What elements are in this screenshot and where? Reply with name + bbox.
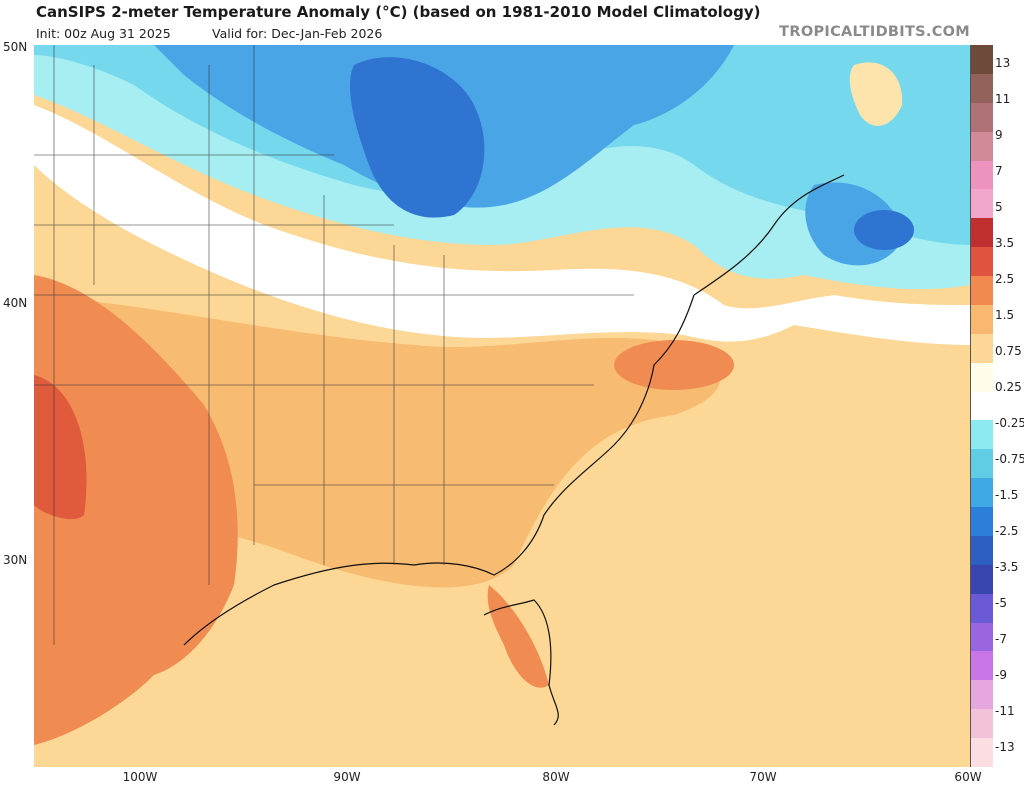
colorbar-swatch: [971, 333, 993, 363]
lon-label-60w: 60W: [954, 770, 982, 784]
colorbar-label: 0.75: [995, 344, 1022, 358]
colorbar-swatch: [971, 449, 993, 479]
anomaly-map: [34, 45, 970, 767]
atlantic-warm-blob: [614, 340, 734, 390]
colorbar-label: -0.25: [995, 416, 1024, 430]
colorbar-label: -11: [995, 704, 1015, 718]
colorbar-label: -7: [995, 632, 1007, 646]
cold-core-great-lakes: [349, 57, 485, 218]
init-time: Init: 00z Aug 31 2025: [36, 26, 171, 41]
colorbar-swatch: [971, 593, 993, 623]
colorbar-label: 5: [995, 200, 1003, 214]
valid-period: Valid for: Dec-Jan-Feb 2026: [212, 26, 383, 41]
florida-warm: [487, 585, 549, 688]
colorbar-swatch: [971, 651, 993, 681]
colorbar-swatch: [971, 45, 993, 74]
neutral-band: [34, 105, 970, 345]
colorbar-label: -9: [995, 668, 1007, 682]
lon-label-80w: 80W: [542, 770, 570, 784]
lat-label-50n: 50N: [3, 40, 28, 54]
hot-region: [34, 275, 238, 745]
colorbar-label: 2.5: [995, 272, 1015, 286]
colorbar-swatch: [971, 622, 993, 652]
colorbar-swatch: [971, 564, 993, 594]
state-borders: [34, 45, 634, 645]
colorbar-swatch: [971, 362, 993, 392]
colorbar-label: 1.5: [995, 308, 1015, 322]
colorbar: [970, 45, 993, 767]
colorbar-swatch: [971, 709, 993, 738]
map-canvas: [34, 45, 970, 767]
colorbar-label: 0.25: [995, 380, 1022, 394]
gulf-atlantic-coast: [183, 294, 695, 646]
colorbar-label: -2.5: [995, 524, 1019, 538]
lon-label-90w: 90W: [333, 770, 361, 784]
cold-core-atlantic: [854, 210, 914, 250]
lat-label-30n: 30N: [3, 553, 28, 567]
lat-label-40n: 40N: [3, 296, 28, 310]
colorbar-label: 9: [995, 128, 1003, 142]
colorbar-label: -13: [995, 740, 1015, 754]
colorbar-swatch: [971, 507, 993, 536]
colorbar-swatch: [971, 102, 993, 132]
colorbar-swatch: [971, 391, 993, 421]
colorbar-label: -0.75: [995, 452, 1024, 466]
colorbar-label: 3.5: [995, 236, 1015, 250]
colorbar-label: -5: [995, 596, 1007, 610]
maritime-warm-spot: [849, 62, 903, 126]
colorbar-swatch: [971, 160, 993, 190]
colorbar-swatch: [971, 304, 993, 334]
colorbar-swatch: [971, 131, 993, 161]
colorbar-swatch: [971, 535, 993, 565]
colorbar-swatch: [971, 247, 993, 276]
lon-label-70w: 70W: [749, 770, 777, 784]
colorbar-swatch: [971, 218, 993, 248]
colorbar-swatch: [971, 680, 993, 710]
colorbar-label: -1.5: [995, 488, 1019, 502]
colorbar-label: 11: [995, 92, 1011, 106]
coastlines: [183, 174, 845, 726]
colorbar-swatch: [971, 738, 993, 767]
hottest-region: [34, 375, 87, 520]
colorbar-swatch: [971, 276, 993, 305]
colorbar-swatch: [971, 73, 993, 103]
northeast-coast: [693, 174, 845, 296]
colorbar-swatch: [971, 420, 993, 450]
colorbar-swatch: [971, 478, 993, 507]
brand-watermark: TROPICALTIDBITS.COM: [779, 24, 970, 40]
colorbar-label: -3.5: [995, 560, 1019, 574]
colorbar-label: 7: [995, 164, 1003, 178]
colorbar-label: 13: [995, 56, 1011, 70]
colorbar-swatch: [971, 189, 993, 219]
florida-coast: [483, 599, 559, 726]
lon-label-100w: 100W: [122, 770, 158, 784]
map-title: CanSIPS 2-meter Temperature Anomaly (°C)…: [36, 3, 761, 21]
